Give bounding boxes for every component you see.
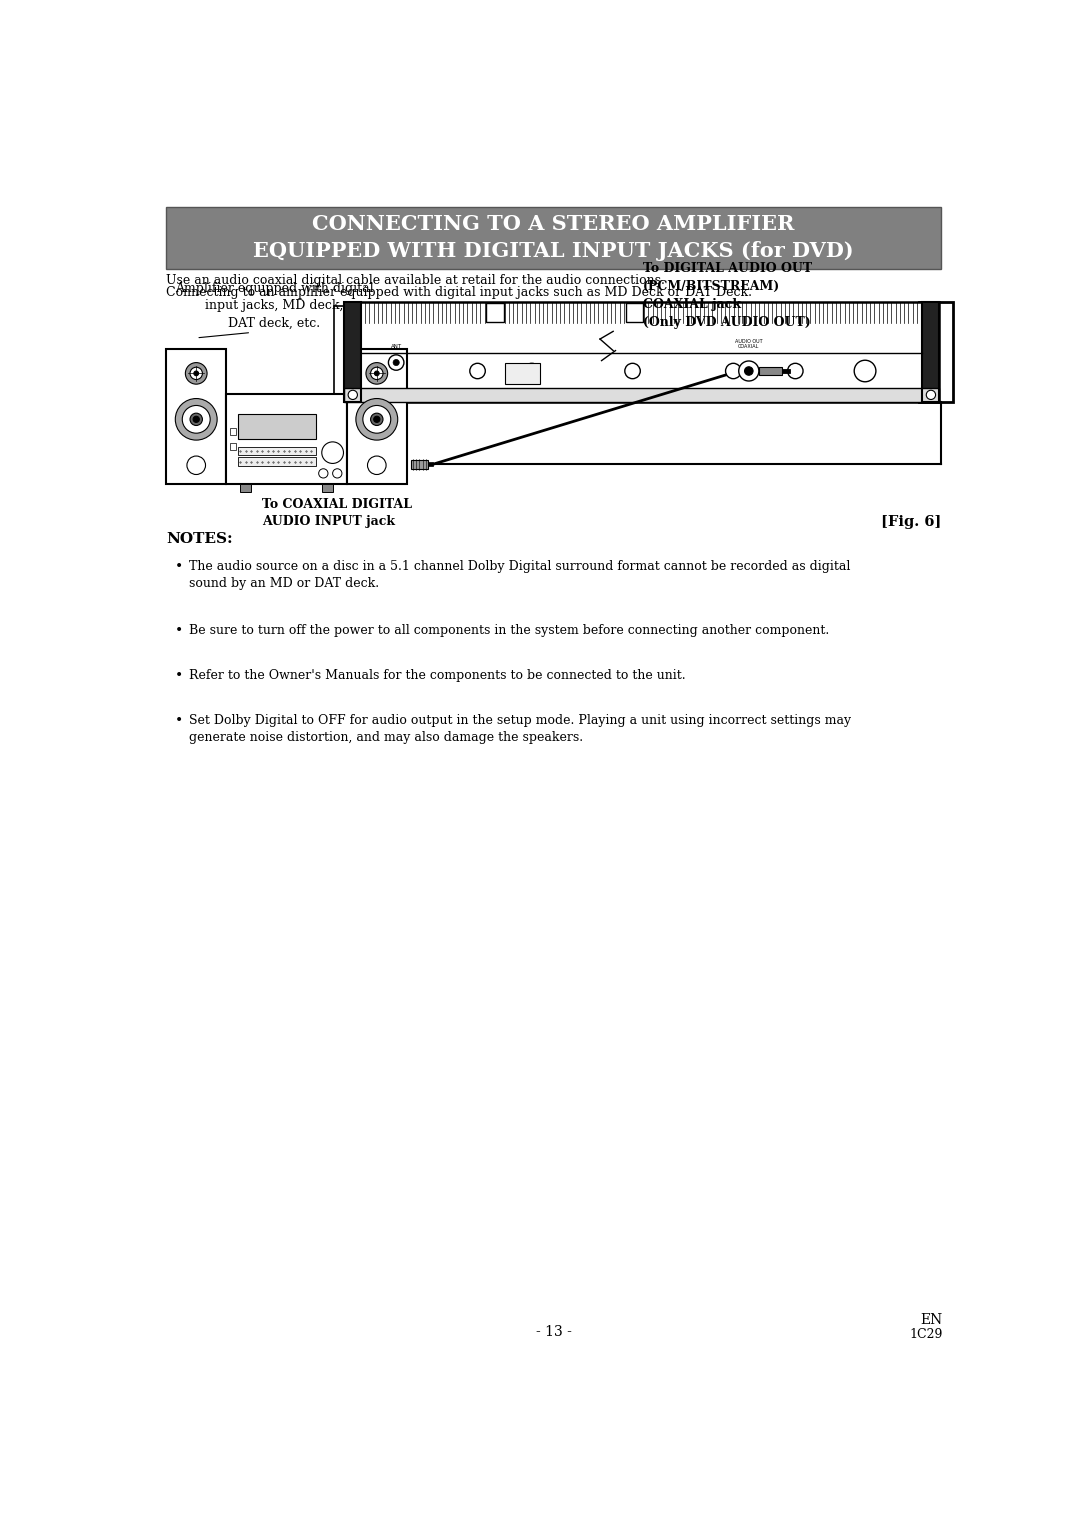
Text: NOTES:: NOTES: <box>166 533 232 546</box>
Circle shape <box>375 371 379 375</box>
Bar <box>918 302 954 401</box>
Text: [Fig. 6]: [Fig. 6] <box>880 514 941 530</box>
Circle shape <box>524 363 540 378</box>
Circle shape <box>194 371 199 375</box>
Bar <box>230 427 235 435</box>
Text: Refer to the Owner's Manuals for the components to be connected to the unit.: Refer to the Owner's Manuals for the com… <box>189 668 686 682</box>
Circle shape <box>333 468 342 478</box>
Circle shape <box>356 398 397 439</box>
Bar <box>238 414 315 439</box>
Bar <box>241 484 252 491</box>
Text: To COAXIAL DIGITAL
AUDIO INPUT jack: To COAXIAL DIGITAL AUDIO INPUT jack <box>262 497 413 528</box>
Circle shape <box>625 363 640 378</box>
Circle shape <box>389 356 404 371</box>
Bar <box>238 447 315 455</box>
Bar <box>428 462 433 467</box>
Bar <box>782 369 789 372</box>
Bar <box>166 208 941 269</box>
Circle shape <box>370 368 383 380</box>
Bar <box>345 388 940 401</box>
Bar <box>410 459 428 468</box>
Bar <box>922 302 940 401</box>
Text: •: • <box>175 668 184 684</box>
Circle shape <box>190 414 202 426</box>
Text: - 13 -: - 13 - <box>536 1325 571 1338</box>
Text: The audio source on a disc in a 5.1 channel Dolby Digital surround format cannot: The audio source on a disc in a 5.1 chan… <box>189 560 851 591</box>
Bar <box>322 484 333 491</box>
Bar <box>166 349 227 484</box>
Circle shape <box>193 417 200 423</box>
Bar <box>334 305 345 398</box>
Circle shape <box>470 363 485 378</box>
Text: Set Dolby Digital to OFF for audio output in the setup mode. Playing a unit usin: Set Dolby Digital to OFF for audio outpu… <box>189 714 851 745</box>
Bar <box>922 302 940 401</box>
Bar <box>486 304 503 322</box>
Circle shape <box>393 360 400 366</box>
Circle shape <box>175 398 217 439</box>
Bar <box>230 443 235 450</box>
Text: EQUIPPED WITH DIGITAL INPUT JACKS (for DVD): EQUIPPED WITH DIGITAL INPUT JACKS (for D… <box>253 241 854 261</box>
Circle shape <box>183 406 211 433</box>
Circle shape <box>726 363 741 378</box>
Circle shape <box>854 360 876 382</box>
Bar <box>345 302 362 401</box>
Circle shape <box>367 456 387 475</box>
Bar <box>937 305 948 398</box>
Circle shape <box>370 414 383 426</box>
Circle shape <box>190 368 202 380</box>
Text: EN: EN <box>920 1314 943 1328</box>
Bar <box>238 458 315 465</box>
Text: CONNECTING TO A STEREO AMPLIFIER: CONNECTING TO A STEREO AMPLIFIER <box>312 214 795 233</box>
Text: 1C29: 1C29 <box>909 1328 943 1341</box>
Circle shape <box>927 391 935 400</box>
Text: Amplifier equipped with digital
input jacks, MD deck,
DAT deck, etc.: Amplifier equipped with digital input ja… <box>175 282 374 330</box>
Circle shape <box>348 391 357 400</box>
Text: •: • <box>175 624 184 638</box>
Circle shape <box>322 443 343 464</box>
Circle shape <box>374 417 380 423</box>
Text: ANT: ANT <box>391 345 402 349</box>
Bar <box>227 394 347 484</box>
Text: Use an audio coaxial digital cable available at retail for the audio connections: Use an audio coaxial digital cable avail… <box>166 275 665 287</box>
Circle shape <box>787 363 804 378</box>
Text: AUDIO OUT
COAXIAL: AUDIO OUT COAXIAL <box>735 339 762 349</box>
Bar <box>504 363 540 385</box>
Circle shape <box>744 366 753 375</box>
Text: •: • <box>175 714 184 728</box>
Circle shape <box>186 363 207 385</box>
Circle shape <box>363 406 391 433</box>
Text: •: • <box>175 560 184 574</box>
Bar <box>626 304 643 322</box>
Text: Be sure to turn off the power to all components in the system before connecting : Be sure to turn off the power to all com… <box>189 624 829 638</box>
Circle shape <box>739 362 759 382</box>
Circle shape <box>366 363 388 385</box>
Text: Connecting to an amplifier equipped with digital input jacks such as MD Deck or : Connecting to an amplifier equipped with… <box>166 287 752 299</box>
Circle shape <box>187 456 205 475</box>
Text: To DIGITAL AUDIO OUT
(PCM/BITSTREAM)
COAXIAL jack
(Only DVD AUDIO OUT): To DIGITAL AUDIO OUT (PCM/BITSTREAM) COA… <box>643 262 812 330</box>
Bar <box>759 366 782 375</box>
Bar <box>345 302 940 401</box>
Bar <box>347 349 407 484</box>
Bar <box>345 302 362 401</box>
Circle shape <box>319 468 328 478</box>
